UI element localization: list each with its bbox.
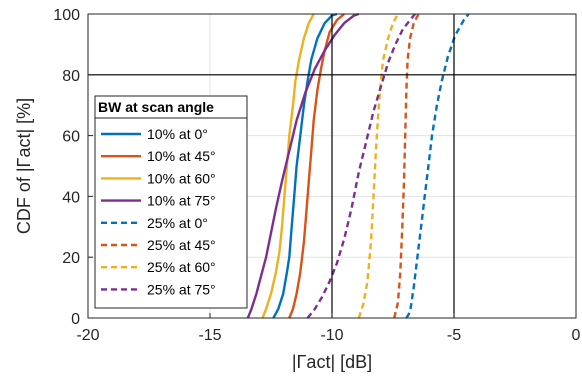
legend-label-1: 10% at 0° <box>147 126 208 142</box>
legend-label-5: 25% at 0° <box>147 215 208 231</box>
legend-label-6: 25% at 45° <box>147 237 216 253</box>
series-line-7 <box>357 13 399 319</box>
series-line-5 <box>405 13 470 319</box>
reference-lines <box>88 14 576 318</box>
legend-label-2: 10% at 45° <box>147 148 216 164</box>
legend-title: BW at scan angle <box>98 99 214 115</box>
y-tick-label: 20 <box>62 250 80 267</box>
legend: BW at scan angle 10% at 0°10% at 45°10% … <box>94 95 248 309</box>
series-line-6 <box>393 13 420 319</box>
y-tick-label: 60 <box>62 129 80 146</box>
y-tick-label: 80 <box>62 68 80 85</box>
series-line-3 <box>261 13 315 319</box>
y-axis-title: CDF of |Γact| [%] <box>14 98 34 234</box>
legend-box <box>94 95 248 309</box>
series-line-8 <box>306 13 416 319</box>
y-tick-label: 40 <box>62 189 80 206</box>
series-line-2 <box>288 13 345 319</box>
x-tick-label: -15 <box>198 327 221 344</box>
x-tick-label: -10 <box>320 327 343 344</box>
legend-label-7: 25% at 60° <box>147 259 216 275</box>
legend-label-8: 25% at 75° <box>147 281 216 297</box>
legend-label-4: 10% at 75° <box>147 193 216 209</box>
series-line-4 <box>246 12 360 319</box>
y-tick-label: 0 <box>71 311 80 328</box>
x-tick-label: 0 <box>572 327 581 344</box>
series-layer <box>246 12 470 319</box>
series-line-1 <box>272 12 338 319</box>
x-tick-label: -5 <box>447 327 461 344</box>
legend-entries: 10% at 0° 10% at 45° 10% at 60° 10% at 75° 2… <box>101 126 216 297</box>
x-axis-title: |Γact| [dB] <box>292 352 372 372</box>
y-tick-label: 100 <box>53 7 80 24</box>
legend-label-3: 10% at 60° <box>147 170 216 186</box>
x-tick-label: -20 <box>76 327 99 344</box>
tick-layer: -20 -15 -10 -5 0 0 20 40 60 80 100 <box>53 7 580 344</box>
